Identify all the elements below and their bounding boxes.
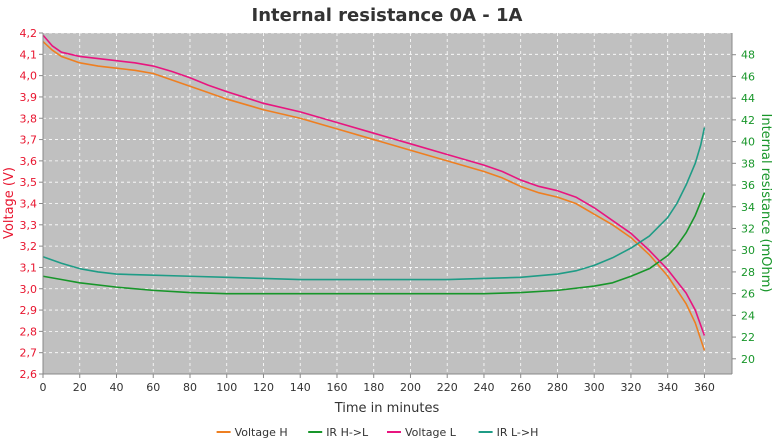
legend-label-2: IR H->L (326, 426, 369, 439)
series-layer (42, 34, 706, 351)
x-tick-label: 280 (547, 381, 568, 394)
left-tick-label: 3,0 (20, 283, 38, 296)
x-axis-title: Time in minutes (334, 401, 440, 416)
left-tick-label: 4,2 (20, 27, 38, 40)
right-tick-label: 34 (741, 201, 755, 214)
right-axis: 20 22 24 26 28 30 32 34 36 38 40 42 44 46 48 (731, 33, 755, 374)
right-tick-label: 28 (741, 266, 755, 279)
left-tick-label: 3,4 (20, 198, 38, 211)
left-tick-label: 2,9 (20, 304, 38, 317)
right-axis-title: Internal resistance (mOhm) (758, 114, 773, 293)
left-tick-label: 3,9 (20, 91, 38, 104)
right-tick-label: 22 (741, 331, 755, 344)
right-tick-label: 40 (741, 136, 755, 149)
left-tick-label: 4,1 (20, 48, 38, 61)
x-tick-label: 360 (694, 381, 715, 394)
right-tick-label: 46 (741, 70, 755, 83)
left-tick-label: 3,1 (20, 261, 38, 274)
right-tick-label: 48 (741, 49, 755, 62)
left-tick-label: 4,0 (20, 70, 38, 83)
x-tick-label: 100 (216, 381, 237, 394)
x-tick-label: 40 (109, 381, 123, 394)
legend-label-4: IR L->H (497, 426, 539, 439)
x-tick-label: 120 (253, 381, 274, 394)
left-axis-title: Voltage (V) (2, 167, 17, 239)
left-tick-label: 3,2 (20, 240, 38, 253)
x-tick-label: 160 (326, 381, 347, 394)
series-line-3 (42, 34, 706, 336)
right-tick-label: 38 (741, 157, 755, 170)
chart-title: Internal resistance 0A - 1A (252, 5, 523, 26)
x-tick-label: 180 (363, 381, 384, 394)
left-tick-label: 3,8 (20, 112, 38, 125)
right-tick-label: 36 (741, 179, 755, 192)
left-tick-label: 2,8 (20, 325, 38, 338)
right-tick-label: 44 (741, 92, 755, 105)
x-tick-label: 60 (146, 381, 160, 394)
right-tick-label: 30 (741, 244, 755, 257)
x-tick-label: 140 (290, 381, 311, 394)
left-tick-label: 3,5 (20, 176, 38, 189)
x-tick-label: 80 (183, 381, 197, 394)
x-tick-label: 320 (620, 381, 641, 394)
left-tick-label: 2,6 (20, 368, 38, 381)
x-tick-label: 240 (473, 381, 494, 394)
x-tick-label: 340 (657, 381, 678, 394)
right-tick-label: 20 (741, 353, 755, 366)
right-tick-label: 24 (741, 309, 755, 322)
series-line-2 (42, 192, 706, 295)
left-axis: 2,6 2,7 2,8 2,9 3,0 3,1 3,2 3,3 3,4 3,5 3,6 3,7 3,8 3… (20, 27, 44, 381)
x-tick-label: 0 (40, 381, 47, 394)
left-tick-label: 3,3 (20, 219, 38, 232)
left-tick-label: 3,7 (20, 134, 38, 147)
legend-label-1: Voltage H (235, 426, 288, 439)
left-tick-label: 3,6 (20, 155, 38, 168)
x-tick-label: 20 (73, 381, 87, 394)
series-line-4 (42, 127, 706, 281)
right-tick-label: 32 (741, 222, 755, 235)
x-tick-label: 260 (510, 381, 531, 394)
x-tick-label: 300 (584, 381, 605, 394)
left-tick-label: 2,7 (20, 347, 38, 360)
legend: Voltage H IR H->L Voltage L IR L->H (216, 426, 539, 439)
right-tick-label: 42 (741, 114, 755, 127)
right-tick-label: 26 (741, 288, 755, 301)
legend-label-3: Voltage L (405, 426, 457, 439)
x-tick-label: 200 (400, 381, 421, 394)
grid (42, 32, 732, 375)
series-line-1 (42, 40, 706, 351)
x-tick-label: 220 (437, 381, 458, 394)
x-axis: 0 20 40 60 80 100 120 140 160 180 200 220 240 260 280 3… (40, 373, 732, 394)
